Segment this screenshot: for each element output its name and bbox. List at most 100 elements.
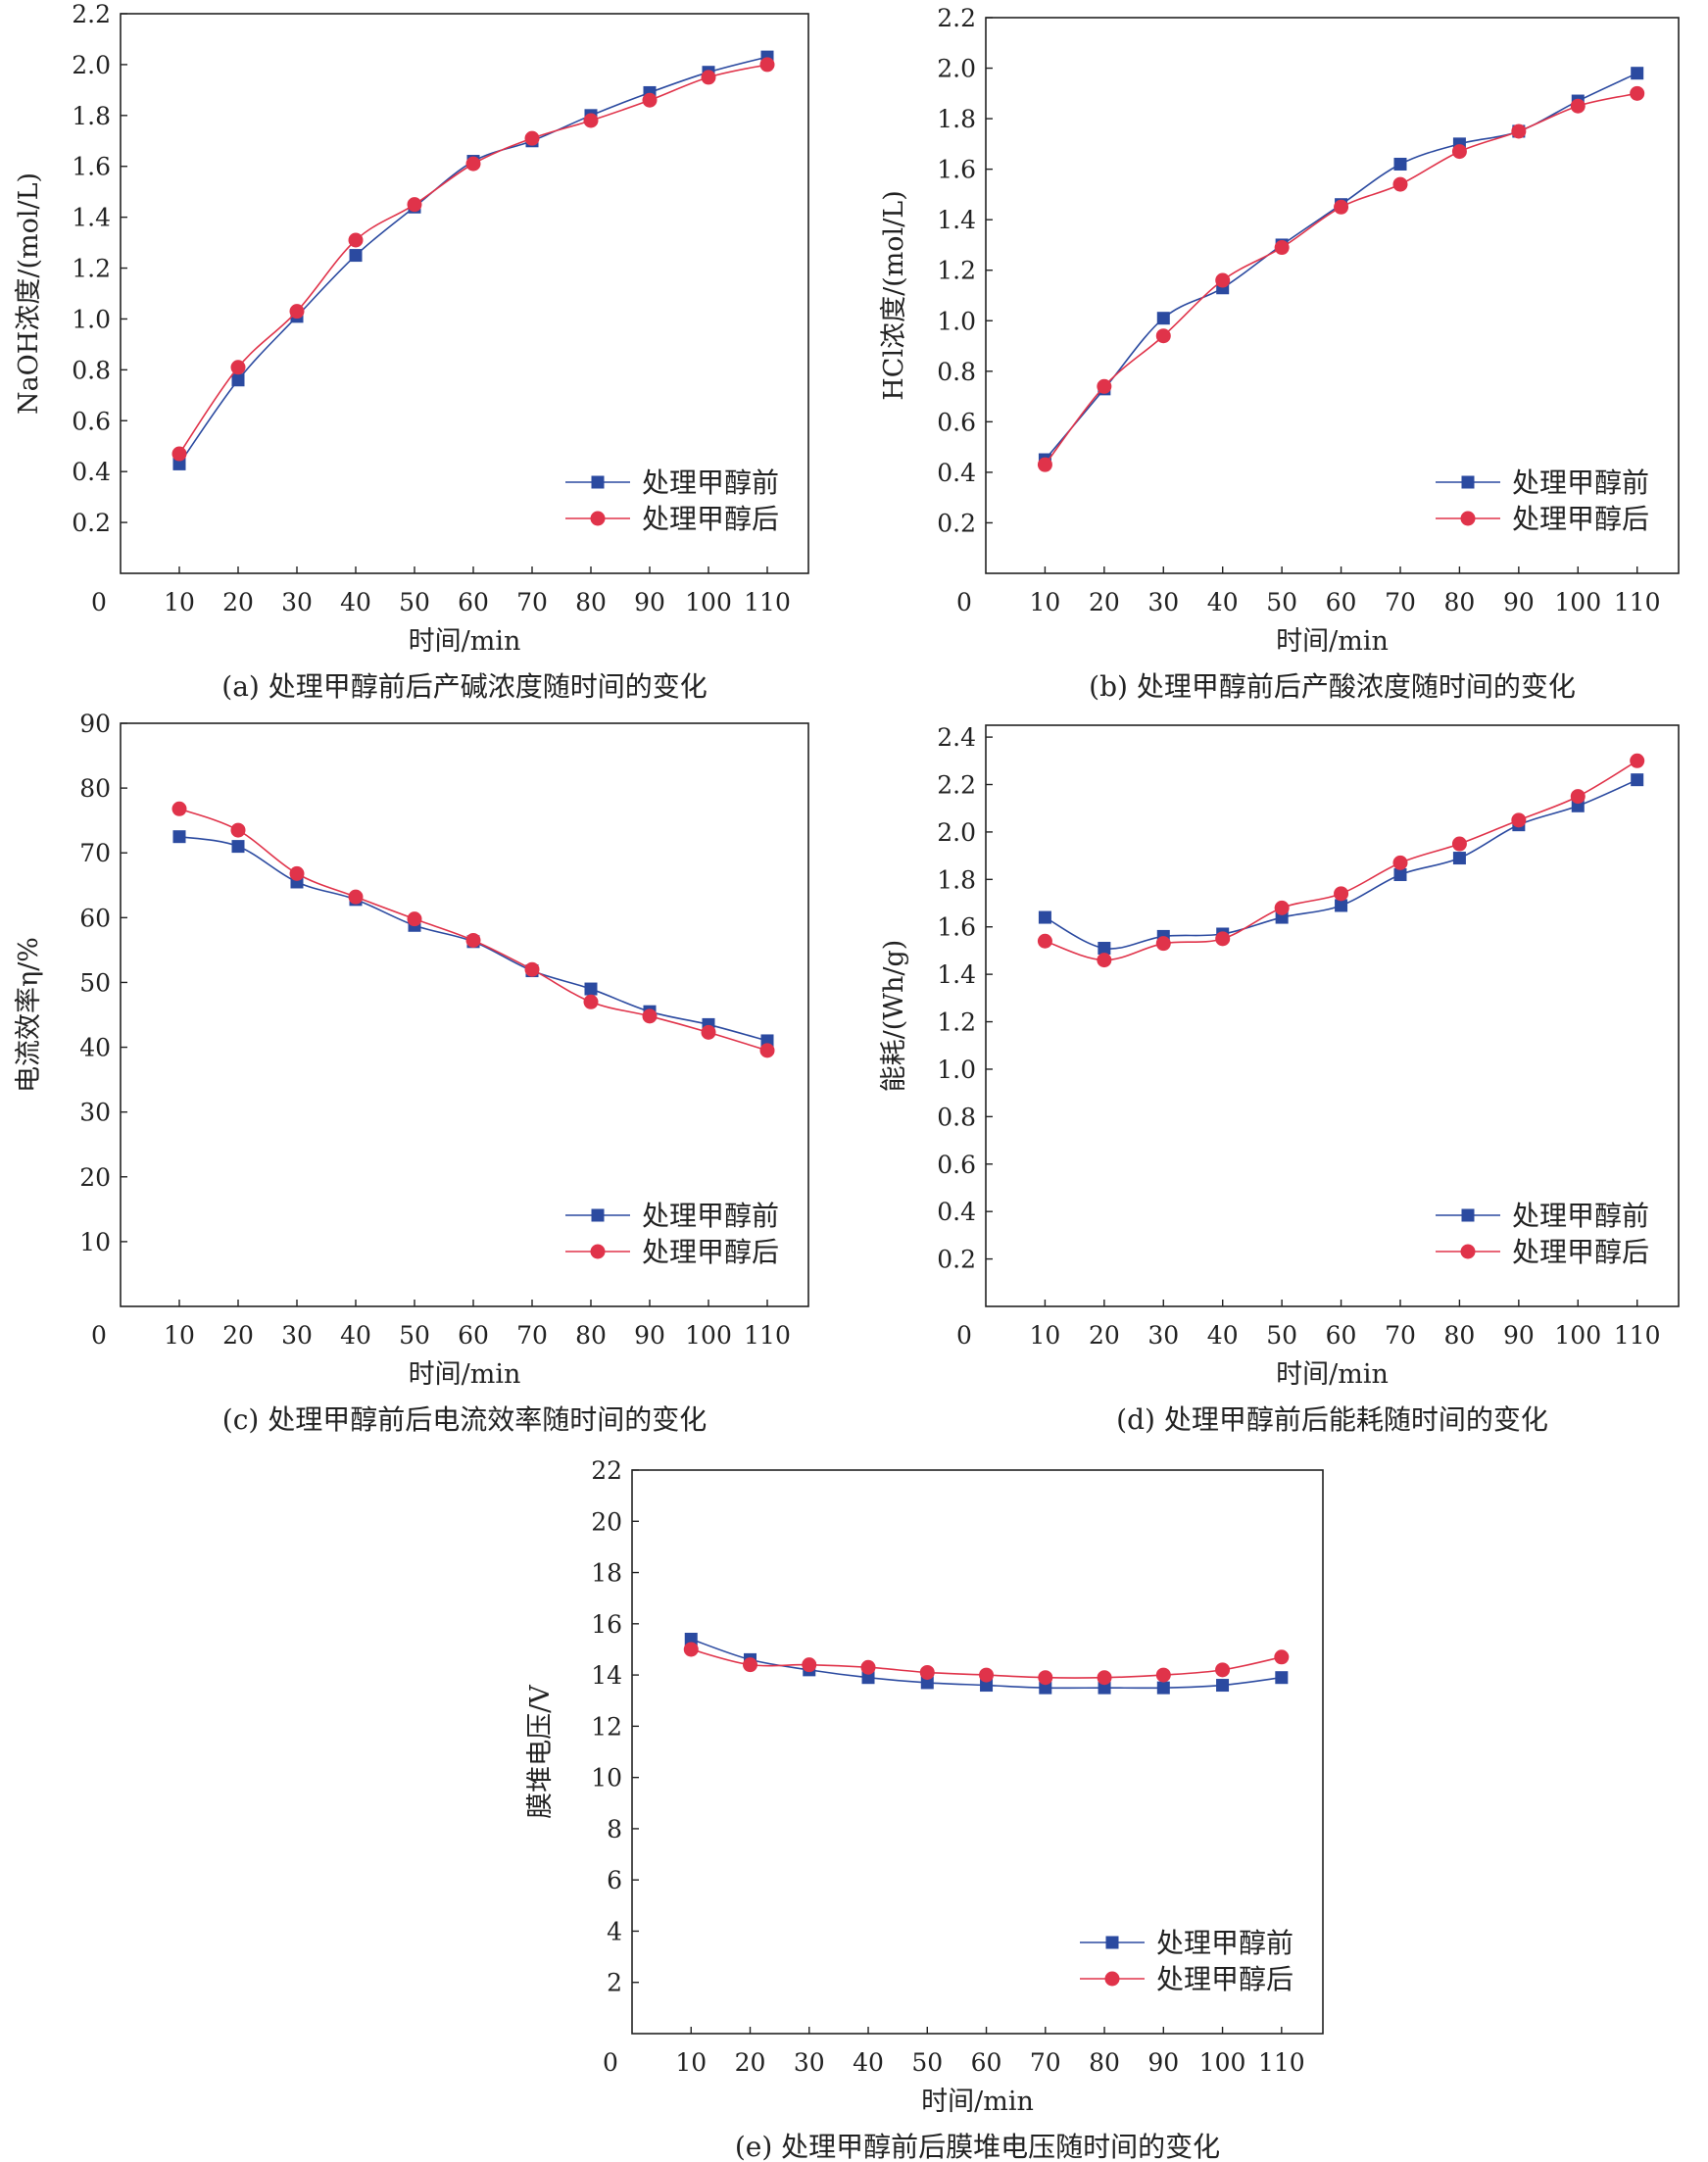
plot-frame [120, 13, 809, 574]
y-tick-label: 20 [79, 1163, 111, 1192]
chart-a: 0.2 0.4 0.6 0.8 1.0 1.2 1.4 1.6 1.8 2.0 2.2 0 10 20 30… [14, 0, 809, 703]
legend-label-before: 处理甲醇前 [642, 467, 779, 499]
y-axis-label: NaOH浓度/(mol/L) [14, 172, 44, 415]
y-tick-label: 0.2 [937, 509, 976, 537]
x-axis-label: 时间/min [921, 2087, 1034, 2117]
y-tick-label: 0.8 [937, 1103, 976, 1131]
x-tick-label: 60 [458, 588, 489, 616]
x-tick-label: 70 [1385, 1321, 1416, 1350]
y-axis-label: 能耗/(Wh/g) [879, 940, 909, 1093]
data-point-before [1038, 910, 1051, 924]
y-tick-label: 1.0 [72, 305, 111, 333]
y-tick-label: 0.6 [937, 1151, 976, 1179]
y-tick-label: 1.2 [937, 1008, 976, 1037]
y-tick-label: 0.2 [937, 1246, 976, 1274]
data-point-after [583, 994, 599, 1009]
y-tick-label: 0.4 [937, 1198, 976, 1226]
series-line-before [1044, 72, 1638, 461]
x-tick-label: 40 [1207, 588, 1239, 616]
chart-d: 0.2 0.4 0.6 0.8 1.0 1.2 1.4 1.6 1.8 2.0 2.2 2.4 0 10 2… [879, 723, 1680, 1436]
data-point-after [289, 865, 305, 881]
data-point-after [465, 156, 481, 172]
origin-label: 0 [91, 1321, 107, 1350]
data-point-after [289, 304, 305, 319]
data-point-after [1511, 812, 1527, 828]
y-tick-label: 1.8 [937, 105, 976, 133]
data-point-after [171, 801, 187, 816]
data-point-before [1452, 852, 1466, 865]
series-line-before [178, 56, 768, 465]
x-tick-label: 50 [1266, 588, 1297, 616]
x-tick-label: 80 [1089, 2048, 1120, 2077]
x-tick-label: 40 [340, 1321, 371, 1350]
data-point-after [1037, 933, 1052, 949]
x-tick-label: 90 [634, 588, 665, 616]
x-tick-label: 10 [1030, 1321, 1061, 1350]
data-point-after [979, 1667, 995, 1683]
data-point-after [1630, 753, 1645, 768]
data-point-before [1335, 899, 1348, 912]
data-point-after [683, 1642, 699, 1657]
y-tick-label: 2.0 [72, 51, 111, 79]
y-axis-label: 电流效率η/% [14, 937, 44, 1093]
data-point-after [701, 1024, 716, 1040]
data-point-before [172, 830, 186, 844]
data-point-before [920, 1676, 934, 1690]
x-axis-label: 时间/min [409, 1359, 521, 1390]
legend-marker-before [1461, 1208, 1475, 1222]
legend-marker-after [1104, 1971, 1120, 1987]
data-point-after [1511, 123, 1527, 139]
series-line-after [178, 808, 768, 1052]
x-tick-label: 100 [685, 588, 732, 616]
data-point-after [1334, 886, 1349, 902]
y-tick-label: 1.8 [72, 102, 111, 130]
x-tick-label: 110 [744, 588, 791, 616]
x-tick-label: 20 [1089, 588, 1120, 616]
x-tick-label: 100 [1554, 1321, 1601, 1350]
data-point-before [1631, 67, 1644, 80]
plot-frame [985, 17, 1680, 574]
y-tick-label: 0.4 [937, 459, 976, 487]
data-point-after [407, 197, 422, 213]
y-tick-label: 0.8 [72, 356, 111, 384]
x-tick-label: 30 [794, 2048, 825, 2077]
origin-label: 0 [956, 588, 972, 616]
x-tick-label: 100 [1554, 588, 1601, 616]
y-tick-label: 1.8 [937, 865, 976, 894]
legend-label-after: 处理甲醇后 [1512, 1236, 1649, 1268]
data-point-after [701, 70, 716, 85]
x-tick-label: 80 [575, 588, 607, 616]
x-tick-label: 40 [340, 588, 371, 616]
data-point-after [1451, 836, 1467, 852]
legend-label-after: 处理甲醇后 [1512, 503, 1649, 535]
y-tick-label: 1.0 [937, 307, 976, 335]
x-tick-label: 30 [1147, 1321, 1179, 1350]
y-tick-label: 90 [79, 710, 111, 738]
data-point-after [919, 1664, 935, 1680]
y-tick-label: 14 [591, 1661, 622, 1690]
x-tick-label: 30 [281, 588, 313, 616]
x-tick-label: 10 [164, 588, 195, 616]
y-tick-label: 18 [591, 1559, 622, 1588]
chart-b: 0.2 0.4 0.6 0.8 1.0 1.2 1.4 1.6 1.8 2.0 2.2 0 10 20 30… [879, 4, 1680, 703]
plot-frame [985, 724, 1680, 1307]
y-tick-label: 22 [591, 1456, 622, 1485]
legend-marker-before [591, 475, 605, 489]
plot-frame [120, 722, 809, 1307]
y-tick-label: 10 [79, 1228, 111, 1256]
y-axis-label: 膜堆电压/V [525, 1685, 556, 1819]
series-line-after [178, 64, 768, 455]
x-tick-label: 90 [1503, 1321, 1535, 1350]
data-point-before [172, 457, 186, 470]
y-tick-label: 40 [79, 1034, 111, 1062]
y-tick-label: 1.4 [72, 204, 111, 232]
y-tick-label: 0.6 [72, 407, 111, 435]
chart-caption: (c) 处理甲醇前后电流效率随时间的变化 [222, 1403, 707, 1436]
legend-label-before: 处理甲醇前 [1512, 1200, 1649, 1232]
y-tick-label: 1.6 [937, 156, 976, 184]
data-point-after [583, 113, 599, 128]
data-point-before [1156, 1681, 1170, 1695]
data-point-after [524, 961, 540, 977]
data-point-after [743, 1657, 758, 1673]
x-tick-label: 110 [1258, 2048, 1305, 2077]
